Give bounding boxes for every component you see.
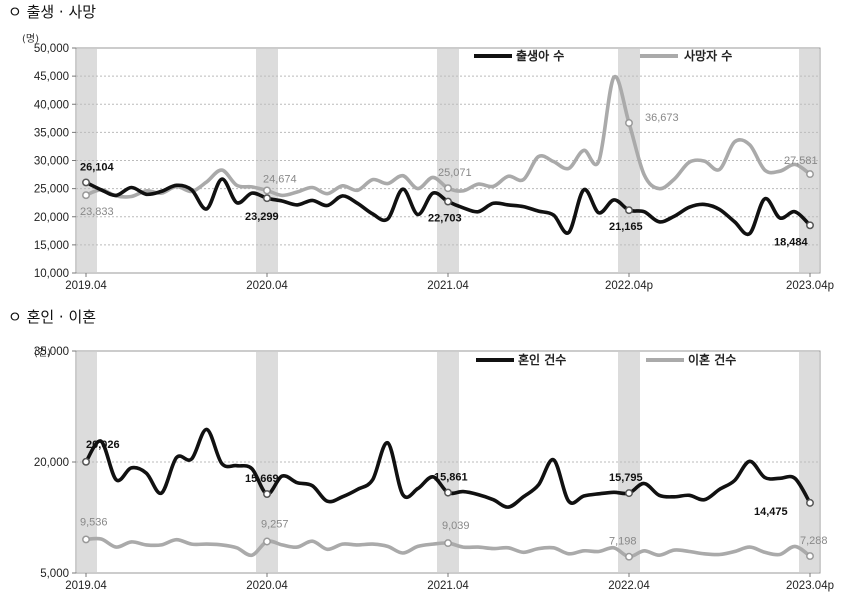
chart2-point-marker bbox=[82, 457, 90, 466]
chart2-data-label: 14,475 bbox=[754, 506, 788, 518]
chart2-data-label: 15,669 bbox=[245, 473, 279, 485]
chart1-point-marker bbox=[444, 184, 452, 193]
chart2-ytick-label: 35,000 bbox=[34, 346, 69, 358]
chart2-point-marker bbox=[263, 490, 271, 498]
chart1-data-label: 23,833 bbox=[80, 206, 114, 218]
chart2-legend-marriage-label: 혼인 건수 bbox=[518, 352, 566, 367]
chart1-point-marker bbox=[263, 194, 271, 203]
chart1-title: ㅇ 출생 · 사망 bbox=[8, 3, 96, 21]
chart2-point-marker bbox=[625, 489, 633, 498]
chart2-xtick-label: 2022.04 bbox=[608, 580, 650, 592]
chart1-ytick-label: 25,000 bbox=[34, 184, 69, 196]
chart1-data-label: 22,703 bbox=[428, 213, 462, 225]
chart1-data-label: 25,071 bbox=[438, 167, 472, 179]
chart1-ytick-label: 10,000 bbox=[34, 268, 69, 280]
chart1-point-marker bbox=[444, 197, 452, 206]
chart2-xtick-label: 2023.04p bbox=[786, 580, 834, 592]
chart2-data-label: 15,795 bbox=[609, 472, 643, 484]
chart1-data-label: 24,674 bbox=[263, 173, 297, 185]
chart2-point-marker bbox=[444, 488, 452, 497]
chart1-ytick-label: 40,000 bbox=[34, 99, 69, 111]
chart2-marriage-divorce: (건) 5,000 20,000 35,000 2019.04 2020.04 2021… bbox=[34, 346, 834, 592]
chart1-legend-death-label: 사망자 수 bbox=[684, 48, 732, 63]
chart1-data-label: 21,165 bbox=[609, 221, 643, 233]
chart2-xtick-label: 2020.04 bbox=[246, 580, 288, 592]
chart1-ytick-label: 50,000 bbox=[34, 43, 69, 55]
chart2-ytick-label: 5,000 bbox=[40, 568, 69, 580]
chart1-data-label: 36,673 bbox=[645, 112, 679, 124]
chart2-legend: 혼인 건수 이혼 건수 bbox=[476, 352, 736, 367]
chart1-ytick-label: 30,000 bbox=[34, 156, 69, 168]
chart1-point-marker bbox=[625, 119, 633, 127]
chart2-point-marker bbox=[444, 539, 452, 548]
chart2-point-marker bbox=[625, 552, 633, 561]
chart1-point-marker bbox=[806, 170, 814, 179]
chart1-point-marker bbox=[806, 221, 814, 230]
chart2-unit: (건) bbox=[34, 347, 51, 359]
chart1-xtick-label: 2019.04 bbox=[65, 280, 107, 292]
chart2-point-marker bbox=[263, 537, 271, 546]
chart2-xtick-label: 2019.04 bbox=[65, 580, 107, 592]
chart2-xtick-label: 2021.04 bbox=[427, 580, 469, 592]
chart2-point-marker bbox=[806, 552, 814, 561]
chart2-data-label: 15,861 bbox=[434, 472, 468, 484]
chart1-ytick-label: 20,000 bbox=[34, 212, 69, 224]
chart1-ytick-label: 35,000 bbox=[34, 127, 69, 139]
chart2-legend-divorce-label: 이혼 건수 bbox=[688, 352, 736, 367]
chart2-data-label: 9,039 bbox=[442, 520, 470, 532]
chart1-data-label: 26,104 bbox=[80, 161, 115, 173]
chart1-april-band-1 bbox=[256, 49, 278, 272]
chart1-ytick-label: 15,000 bbox=[34, 240, 69, 252]
chart1-xtick-label: 2020.04 bbox=[246, 280, 288, 292]
chart2-point-marker bbox=[82, 535, 90, 544]
chart2-april-band-1 bbox=[256, 352, 278, 572]
chart1-xtick-label: 2023.04p bbox=[786, 280, 834, 292]
chart1-ytick-label: 45,000 bbox=[34, 71, 69, 83]
chart1-point-marker bbox=[82, 191, 90, 200]
chart2-data-label: 9,257 bbox=[261, 518, 289, 530]
chart1-legend-birth-label: 출생아 수 bbox=[516, 48, 564, 63]
chart1-point-marker bbox=[263, 186, 271, 195]
chart2-data-label: 20,026 bbox=[86, 439, 120, 451]
chart1-legend: 출생아 수 사망자 수 bbox=[474, 48, 732, 63]
chart1-data-label: 27,581 bbox=[784, 155, 818, 167]
chart2-data-label: 7,198 bbox=[609, 536, 637, 548]
chart1-unit: (명) bbox=[22, 33, 39, 45]
chart1-birth-death: (명) 10,000 15,000 20,000 25,000 30,000 35,000… bbox=[22, 33, 834, 292]
chart1-point-marker bbox=[625, 206, 633, 215]
chart2-data-label: 7,288 bbox=[800, 535, 828, 547]
chart2-data-label: 9,536 bbox=[80, 516, 108, 528]
chart1-xtick-label: 2022.04p bbox=[605, 280, 653, 292]
chart1-xtick-label: 2021.04 bbox=[427, 280, 469, 292]
chart1-point-marker bbox=[82, 178, 90, 187]
chart2-ytick-label: 20,000 bbox=[34, 457, 69, 469]
chart2-title: ㅇ 혼인 · 이혼 bbox=[8, 308, 96, 326]
chart2-point-marker bbox=[806, 498, 814, 507]
chart1-data-label: 18,484 bbox=[774, 236, 809, 248]
chart1-data-label: 23,299 bbox=[245, 211, 279, 223]
